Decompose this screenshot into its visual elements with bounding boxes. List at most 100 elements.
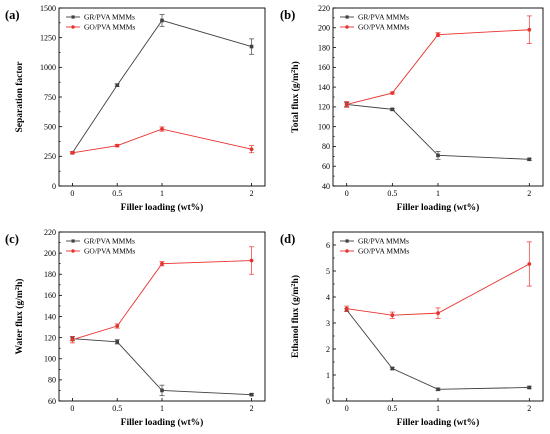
x-tick-label: 2 [250, 189, 254, 198]
x-tick-label: 2 [527, 404, 531, 413]
y-tick-label: 220 [44, 228, 56, 237]
legend-label: GO/PVA MMMs [358, 23, 409, 32]
data-point [527, 385, 532, 390]
y-tick-label: 1250 [40, 33, 56, 42]
y-tick-label: 1000 [40, 63, 56, 72]
x-tick-label: 0 [70, 404, 74, 413]
data-point [249, 44, 254, 49]
y-tick-label: 200 [44, 249, 56, 258]
x-tick-label: 1 [160, 404, 164, 413]
data-point [249, 147, 254, 152]
data-point [390, 91, 395, 95]
data-point [344, 306, 349, 311]
x-axis-label: Filler loading (wt%) [397, 202, 480, 213]
legend-marker [345, 239, 349, 243]
x-tick-label: 0.5 [387, 404, 397, 413]
legend-marker [71, 249, 75, 253]
y-tick-label: 4 [326, 293, 330, 302]
legend-label: GR/PVA MMMs [84, 13, 135, 22]
x-tick-label: 0 [70, 189, 74, 198]
y-tick-label: 1500 [40, 4, 56, 13]
y-tick-label: 1 [326, 371, 330, 380]
series-line [346, 103, 530, 160]
series-gr-pva: GR/PVA MMMs [340, 13, 532, 162]
series-line [346, 309, 530, 390]
data-point [115, 340, 120, 344]
data-point [249, 392, 254, 397]
data-point [70, 150, 75, 155]
data-point [390, 313, 395, 318]
legend-label: GO/PVA MMMs [358, 247, 409, 256]
chart-panel-3: 60 80 100 120 140 160 180 200 220 0 0.5 1 2 Filler lo… [5, 228, 266, 428]
y-axis-label: Total flux (g/m2h) [290, 61, 302, 133]
plot-frame [58, 7, 266, 187]
legend-label: GR/PVA MMMs [358, 13, 409, 22]
y-tick-label: 140 [318, 83, 330, 92]
data-point [160, 18, 164, 23]
data-point [160, 127, 164, 131]
y-tick-label: 80 [48, 376, 56, 385]
legend-marker [71, 15, 75, 19]
legend-marker [71, 25, 75, 29]
x-tick-label: 0 [345, 189, 349, 198]
x-axis-label: Filler loading (wt%) [121, 202, 204, 213]
y-tick-label: 80 [322, 142, 330, 151]
x-tick-label: 0 [345, 404, 349, 413]
y-tick-label: 0 [326, 397, 330, 406]
legend-label: GR/PVA MMMs [84, 237, 135, 246]
x-tick-label: 2 [250, 404, 254, 413]
plot-frame [58, 231, 266, 402]
y-tick-label: 6 [326, 241, 330, 250]
series-go-pva: GO/PVA MMMs [66, 246, 255, 344]
series-go-pva: GO/PVA MMMs [340, 241, 532, 319]
data-point [436, 32, 440, 37]
y-tick-label: 2 [326, 345, 330, 354]
x-tick-label: 0.5 [112, 404, 122, 413]
x-axis-label: Filler loading (wt%) [397, 417, 480, 428]
x-tick-label: 1 [436, 404, 440, 413]
series-line [72, 260, 252, 341]
chart-panel-2: 40 60 80 100 120 140 160 180 200 220 0 0.5 1 2 Filler … [280, 4, 544, 213]
y-tick-label: 120 [44, 333, 56, 342]
data-point [436, 153, 440, 158]
chart-panel-1: 0 250 500 750 1000 1250 1500 0 0.5 1 2 Filler loadi… [5, 4, 266, 213]
y-tick-label: 100 [44, 355, 56, 364]
series-line [346, 263, 530, 316]
y-tick-label: 160 [318, 63, 330, 72]
data-point [160, 388, 164, 393]
y-tick-label: 3 [326, 319, 330, 328]
series-line [72, 19, 252, 154]
data-point [115, 324, 120, 328]
data-point [390, 107, 395, 112]
panel-label: (b) [280, 8, 295, 22]
data-point [70, 337, 75, 342]
series-line [72, 128, 252, 154]
data-point [436, 311, 440, 316]
y-tick-label: 120 [318, 103, 330, 112]
y-tick-label: 200 [318, 24, 330, 33]
x-axis-label: Filler loading (wt%) [121, 417, 204, 428]
y-tick-label: 180 [44, 270, 56, 279]
y-tick-label: 220 [318, 4, 330, 13]
y-tick-label: 40 [322, 182, 330, 191]
legend-label: GO/PVA MMMs [84, 247, 135, 256]
data-point [527, 27, 532, 32]
y-tick-label: 140 [44, 312, 56, 321]
y-tick-label: 100 [318, 122, 330, 131]
x-tick-label: 0.5 [112, 189, 122, 198]
data-point [527, 157, 532, 162]
data-point [344, 102, 349, 107]
series-go-pva: GO/PVA MMMs [66, 23, 255, 155]
data-point [527, 262, 532, 266]
data-point [390, 366, 395, 371]
y-axis-label: Ethanol flux (g/m2h) [290, 275, 302, 358]
y-tick-label: 500 [44, 122, 56, 131]
legend-marker [345, 25, 349, 29]
legend-marker [71, 239, 75, 243]
x-tick-label: 0.5 [387, 189, 397, 198]
series-go-pva: GO/PVA MMMs [340, 15, 532, 108]
panel-label: (c) [5, 232, 19, 246]
data-point [249, 258, 254, 263]
y-tick-label: 250 [44, 152, 56, 161]
series-gr-pva: GR/PVA MMMs [66, 237, 255, 397]
